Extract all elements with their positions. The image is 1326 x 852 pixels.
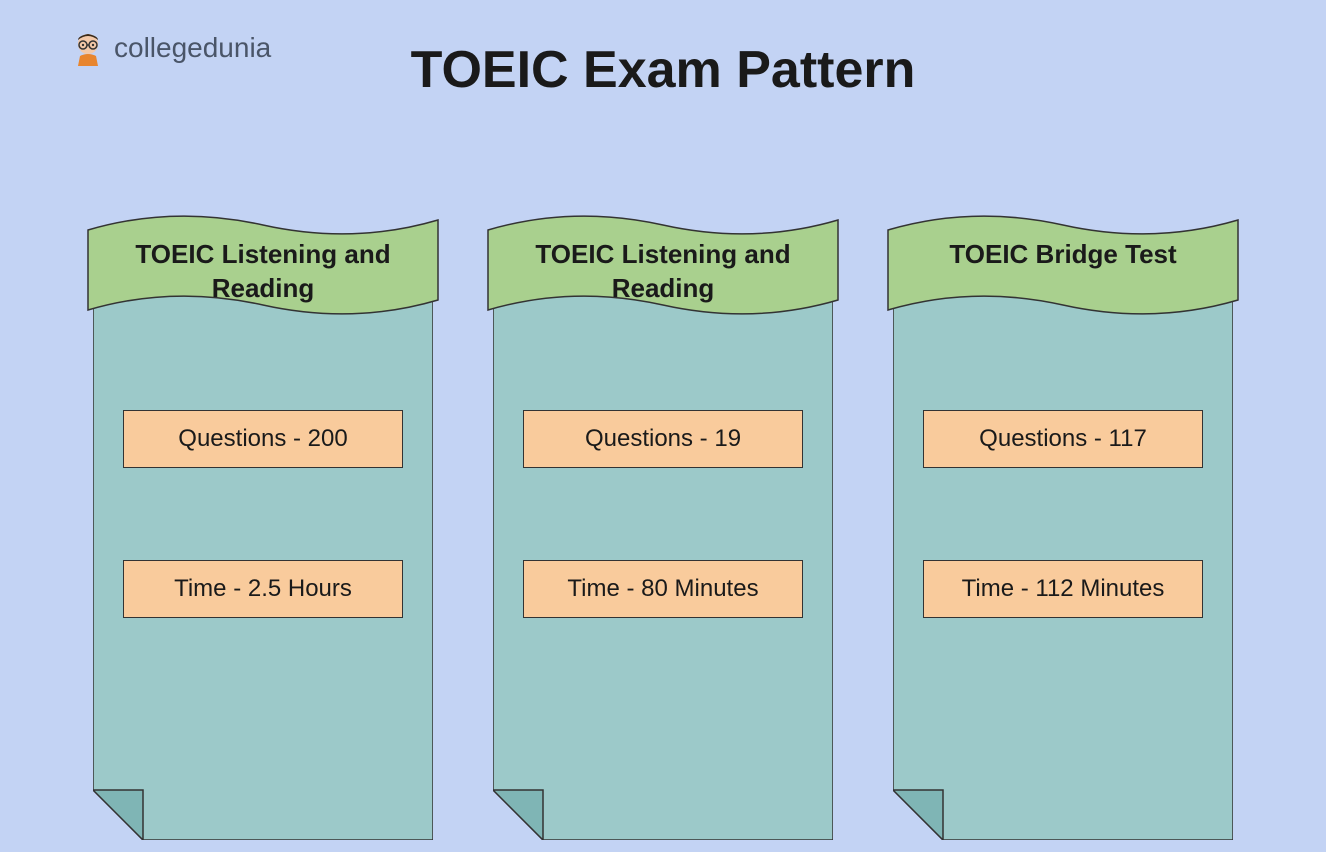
card-page: Questions - 117 Time - 112 Minutes	[893, 280, 1233, 840]
questions-box: Questions - 117	[923, 410, 1203, 468]
card-header: TOEIC Bridge Test	[893, 238, 1233, 272]
time-box: Time - 2.5 Hours	[123, 560, 403, 618]
time-box: Time - 80 Minutes	[523, 560, 803, 618]
card: TOEIC Bridge Test Questions - 117 Time -…	[893, 220, 1233, 840]
cards-row: TOEIC Listening and Reading Questions - …	[0, 220, 1326, 840]
questions-box: Questions - 200	[123, 410, 403, 468]
card: TOEIC Listening and Reading Questions - …	[493, 220, 833, 840]
card-header: TOEIC Listening and Reading	[93, 238, 433, 306]
questions-box: Questions - 19	[523, 410, 803, 468]
card-header: TOEIC Listening and Reading	[493, 238, 833, 306]
card-page: Questions - 19 Time - 80 Minutes	[493, 280, 833, 840]
page-title: TOEIC Exam Pattern	[411, 40, 916, 100]
card-page: Questions - 200 Time - 2.5 Hours	[93, 280, 433, 840]
infographic-canvas: collegedunia TOEIC Exam Pattern TOEIC Li…	[0, 0, 1326, 852]
logo: collegedunia	[70, 30, 271, 66]
logo-text: collegedunia	[114, 32, 271, 64]
logo-mascot-icon	[70, 30, 106, 66]
time-box: Time - 112 Minutes	[923, 560, 1203, 618]
card: TOEIC Listening and Reading Questions - …	[93, 220, 433, 840]
